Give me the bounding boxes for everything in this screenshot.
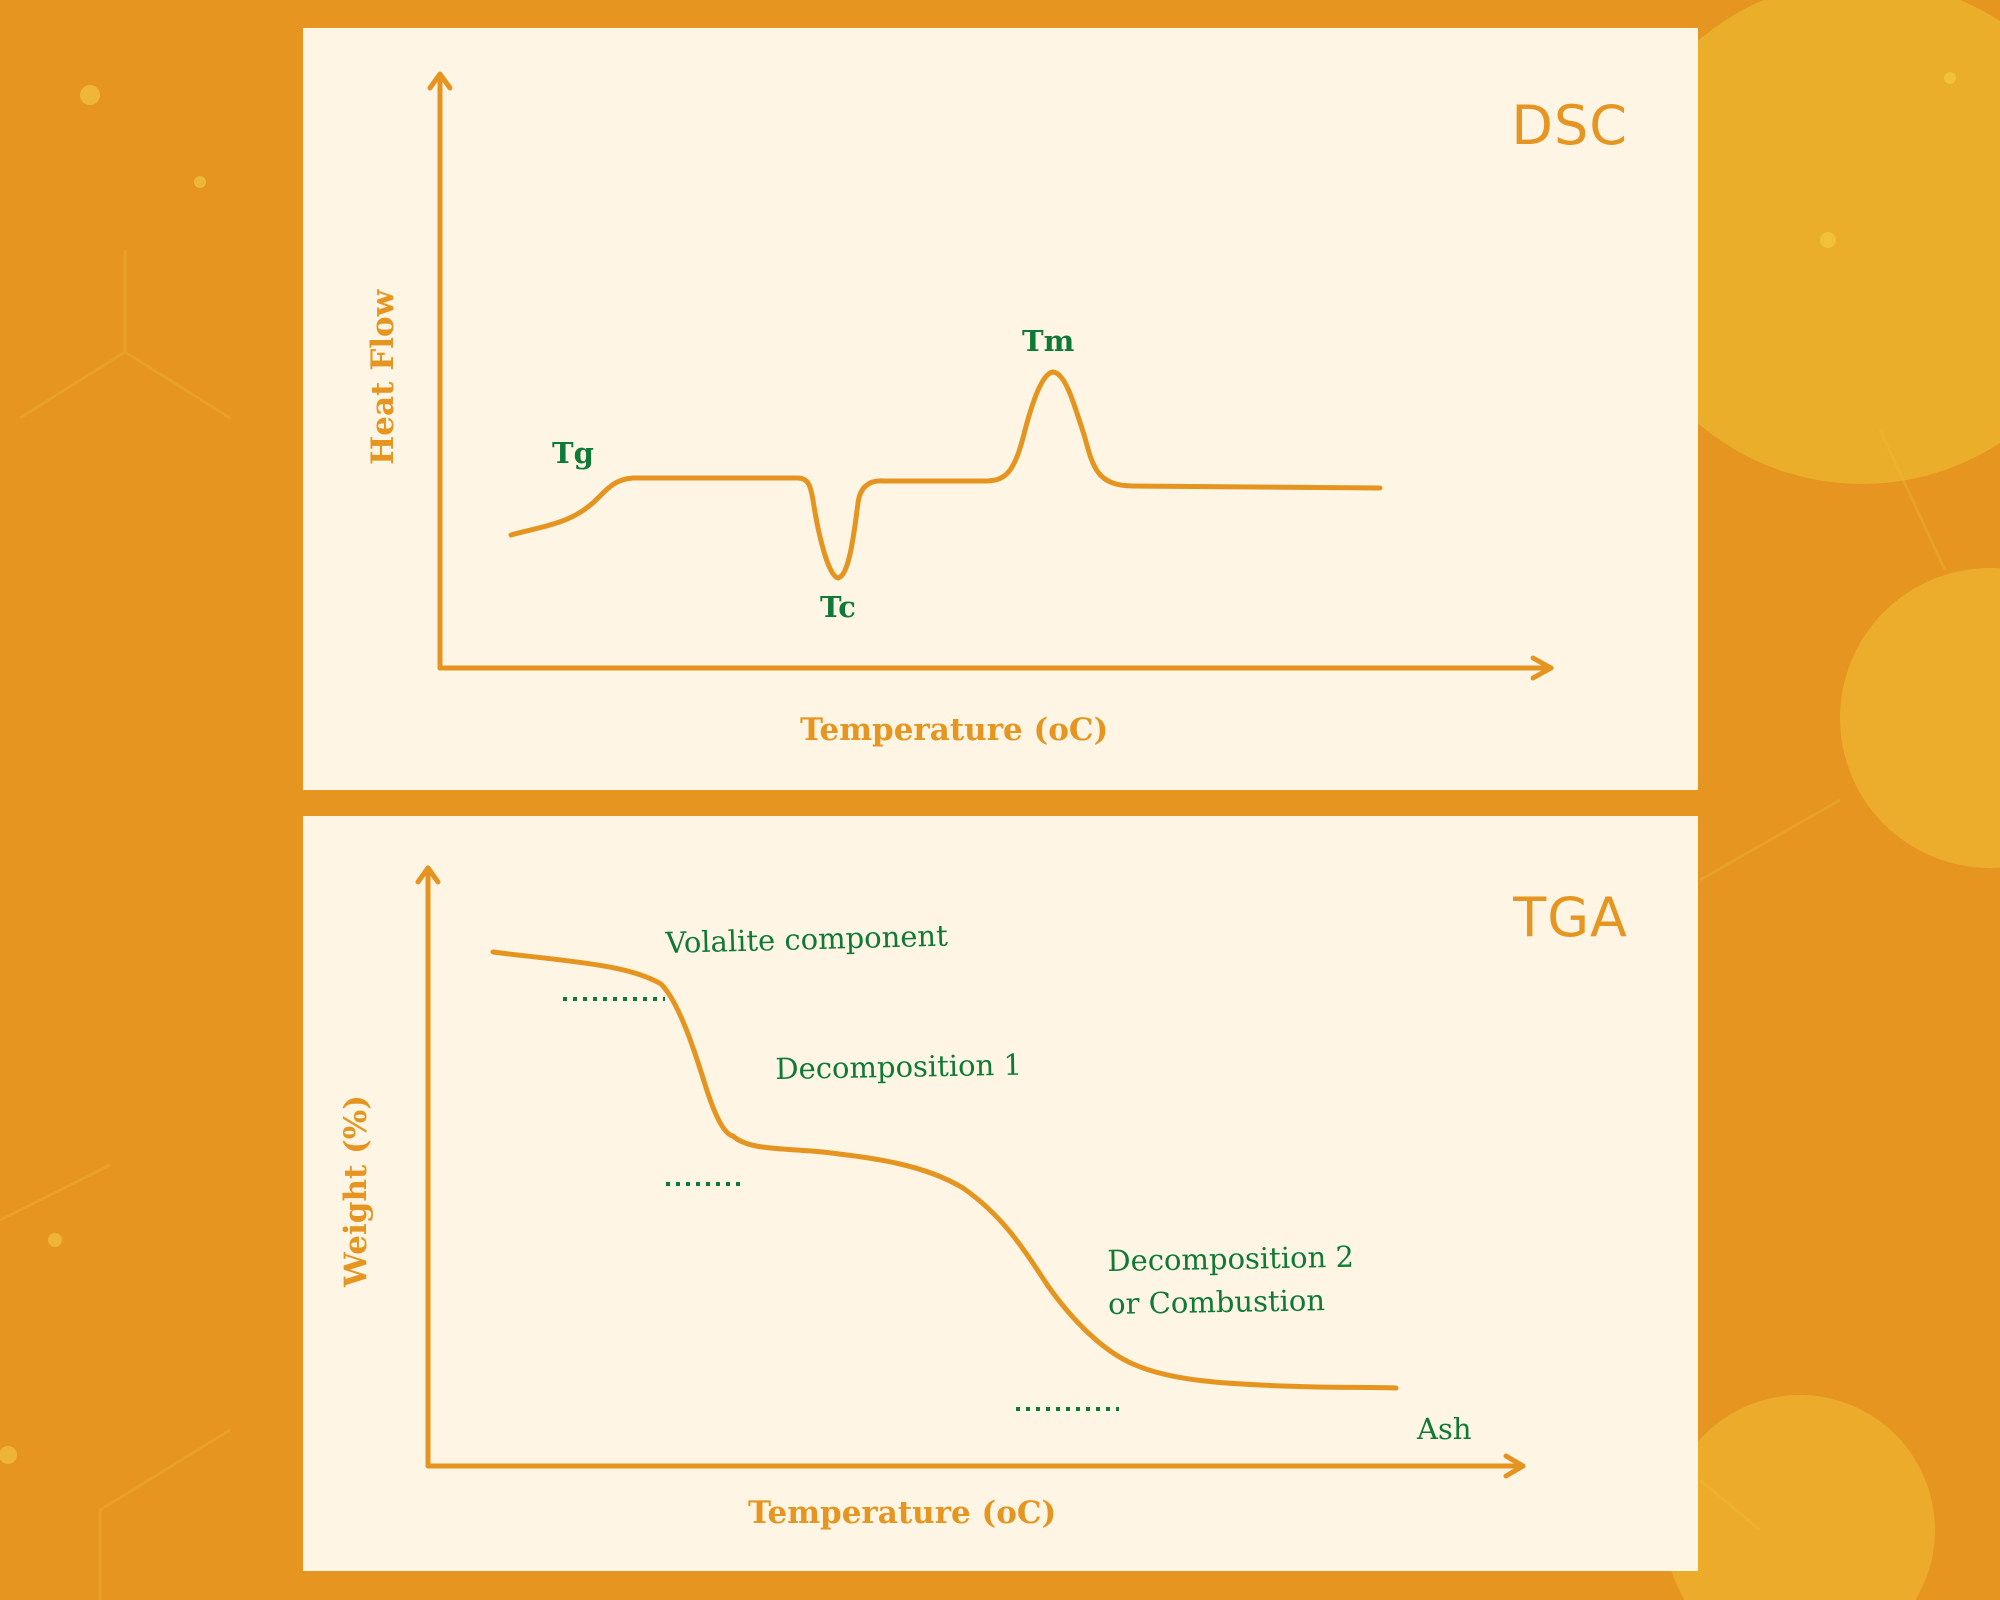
decomposition-1-label: Decomposition 1 xyxy=(775,1047,1023,1086)
bubble-bottom-right xyxy=(1665,1395,1935,1600)
tg-label: Tg xyxy=(552,436,594,470)
dsc-x-axis-arrowhead xyxy=(1530,655,1554,681)
dsc-title: DSC xyxy=(1511,94,1628,157)
tga-x-axis-label: Temperature (oC) xyxy=(748,1495,1057,1531)
tc-label: Tc xyxy=(820,590,856,624)
tga-x-axis-arrowhead xyxy=(1503,1453,1526,1479)
dsc-plot xyxy=(427,71,1554,681)
decomposition-2-line-1: Decomposition 2 xyxy=(1107,1239,1355,1278)
dsc-x-axis-label: Temperature (oC) xyxy=(800,712,1109,748)
dsc-panel: DSC Heat Flow Temperature (oC) Tg Tc Tm xyxy=(303,28,1698,790)
dsc-y-axis-arrowhead xyxy=(427,71,453,91)
volatile-component-label: Volalite component xyxy=(665,918,949,960)
bubble-top-right xyxy=(1610,0,2000,484)
tga-plot xyxy=(415,865,1526,1479)
ash-label: Ash xyxy=(1417,1412,1472,1446)
tga-panel: TGA Weight (%) Temperature (oC) Volalite… xyxy=(303,816,1698,1571)
tga-curve xyxy=(490,949,1399,1391)
bubble-middle-right xyxy=(1840,568,2000,868)
tm-label: Tm xyxy=(1022,324,1075,358)
tga-y-axis-label: Weight (%) xyxy=(338,1095,374,1287)
tga-y-axis-arrowhead xyxy=(415,865,441,885)
decomposition-2-label: Decomposition 2 or Combustion xyxy=(1107,1236,1355,1326)
decomposition-2-line-2: or Combustion xyxy=(1107,1283,1326,1321)
dsc-curve xyxy=(508,369,1383,581)
dsc-y-axis-label: Heat Flow xyxy=(365,289,401,465)
tga-title: TGA xyxy=(1513,886,1628,949)
